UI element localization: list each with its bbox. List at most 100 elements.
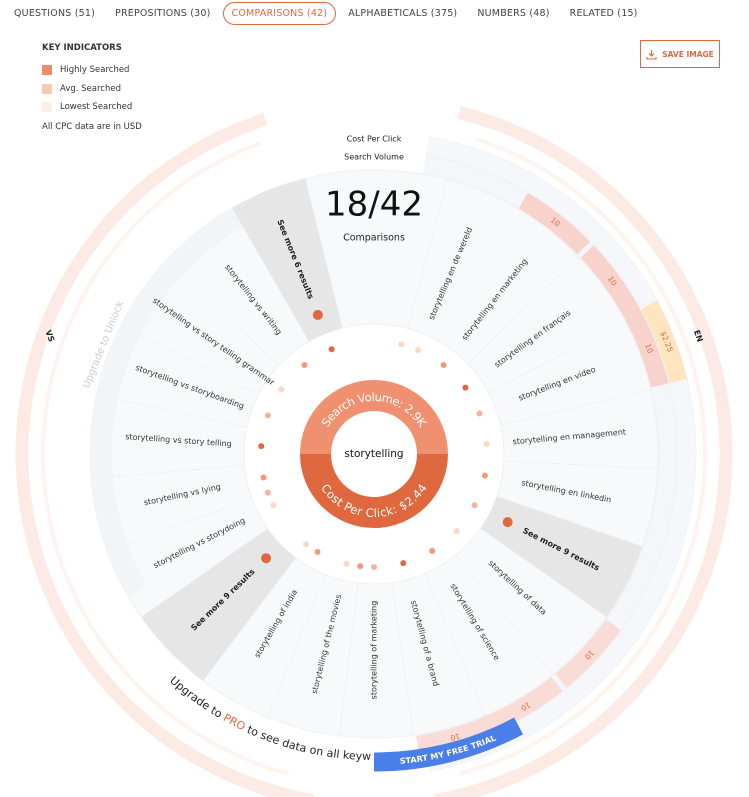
keyword-dot <box>429 547 436 554</box>
spoke <box>338 582 359 736</box>
ring-label: Cost Per Click <box>347 135 402 144</box>
keyword-dot <box>264 489 271 496</box>
legend-label: Lowest Searched <box>60 102 133 113</box>
legend: KEY INDICATORS Highly Searched Avg. Sear… <box>42 43 142 132</box>
keyword-dot <box>343 560 350 567</box>
spoke <box>407 179 448 329</box>
spoke <box>467 256 579 364</box>
keyword-dot <box>371 564 377 570</box>
keyword-dot <box>264 412 271 419</box>
keyword: storytelling of marketing <box>370 601 379 700</box>
see-more-sector <box>480 496 643 617</box>
data-cell <box>555 619 621 688</box>
data-cell-label: 10 <box>643 342 655 354</box>
data-cell <box>487 677 563 732</box>
spoke <box>166 260 280 366</box>
legend-swatch <box>42 65 52 76</box>
save-image-button[interactable]: SAVE IMAGE <box>640 40 720 68</box>
download-icon <box>646 49 657 60</box>
outer-ring <box>459 137 707 776</box>
spoke <box>267 574 326 718</box>
keyword-dot <box>258 443 265 450</box>
keyword-dot <box>476 410 483 417</box>
outer-ring <box>433 106 733 797</box>
keyword-dot <box>260 474 267 481</box>
spoke <box>91 464 245 480</box>
tab[interactable]: COMPARISONS (42) <box>222 1 337 25</box>
center-keyword: storytelling <box>344 448 403 460</box>
locked-ring <box>90 179 307 596</box>
keyword-dot <box>400 560 407 567</box>
data-cell <box>518 192 591 255</box>
see-more-icon <box>312 309 323 320</box>
legend-title: KEY INDICATORS <box>42 43 122 53</box>
spoke <box>488 320 625 394</box>
save-image-label: SAVE IMAGE <box>662 49 714 59</box>
tab[interactable]: NUMBERS (48) <box>477 7 550 19</box>
spoke <box>496 495 643 547</box>
keyword-dot <box>481 472 488 479</box>
spoke <box>304 178 343 328</box>
data-cell <box>624 309 669 388</box>
spoke <box>455 554 554 675</box>
keyword-dot <box>270 502 277 509</box>
outer-ring <box>41 141 289 776</box>
data-cell-label: 10 <box>519 700 532 713</box>
legend-swatch <box>42 102 52 113</box>
trial-button[interactable] <box>373 717 524 772</box>
legend-item: Highly Searched <box>42 61 142 80</box>
tab[interactable]: RELATED (15) <box>569 7 638 19</box>
spoke <box>202 557 297 682</box>
spoke <box>106 498 252 552</box>
keyword-dot <box>302 541 309 548</box>
ring-label: Search Volume <box>344 153 404 162</box>
keyword-dot <box>301 361 308 368</box>
spoke <box>424 573 486 716</box>
tab[interactable]: PREPOSITIONS (30) <box>115 7 211 19</box>
legend-note: All CPC data are in USD <box>42 121 142 132</box>
keyword-dot <box>453 528 460 535</box>
spoke <box>96 394 247 428</box>
data-cell <box>416 715 495 754</box>
see-more-sector <box>141 528 296 681</box>
tab[interactable]: ALPHABETICALS (375) <box>348 7 458 19</box>
comparison-count: 18/42 <box>325 185 423 225</box>
keyword-dot <box>471 502 478 509</box>
legend-item: Lowest Searched <box>42 98 142 117</box>
group-label: EN <box>692 329 705 344</box>
see-more-sector <box>232 178 343 342</box>
legend-item: Avg. Searched <box>42 80 142 99</box>
tab-bar: QUESTIONS (51) PREPOSITIONS (30) COMPARISO… <box>0 0 749 26</box>
keyword-dot <box>328 346 335 353</box>
group-label: VS <box>44 329 57 344</box>
spoke <box>503 460 658 470</box>
see-more-icon <box>502 517 513 528</box>
outer-ring <box>15 113 315 797</box>
spoke <box>141 528 268 618</box>
comparison-count-label: Comparisons <box>343 233 405 244</box>
tab[interactable]: QUESTIONS (51) <box>14 7 96 19</box>
see-more-icon <box>261 553 272 564</box>
data-cell <box>580 245 641 319</box>
keyword-dot <box>314 548 321 555</box>
spoke <box>391 582 414 736</box>
legend-label: Avg. Searched <box>60 83 121 94</box>
keyword-dot <box>440 361 447 368</box>
spoke <box>120 324 259 396</box>
spoke <box>480 528 607 618</box>
spoke <box>500 389 651 426</box>
keyword-dot <box>415 346 422 353</box>
data-cell-label: 10 <box>449 731 461 742</box>
keyword-core <box>331 411 417 497</box>
keyword-dot <box>357 563 364 570</box>
data-cell <box>641 300 688 384</box>
keyword-dot <box>398 341 405 348</box>
keyword-dot <box>483 441 490 448</box>
spoke <box>231 207 310 342</box>
legend-label: Highly Searched <box>60 65 130 76</box>
legend-swatch <box>42 83 52 94</box>
keyword-dot <box>278 386 285 393</box>
keyword-dot <box>462 384 469 391</box>
